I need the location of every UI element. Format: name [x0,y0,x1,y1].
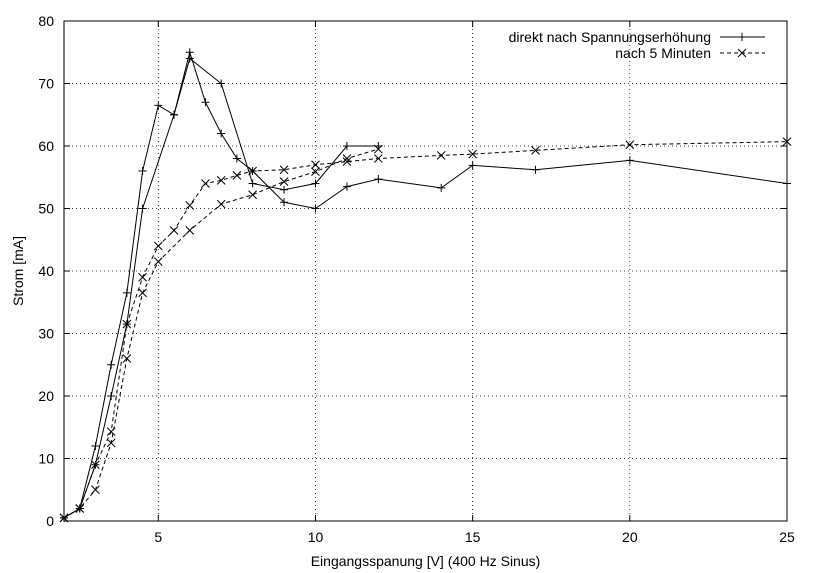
y-tick-label: 10 [38,451,54,467]
cross-marker [106,438,116,448]
cross-marker [91,460,100,470]
cross-marker [531,146,540,155]
cross-marker [279,165,289,175]
cross-marker [311,167,320,176]
grid-lines [64,21,787,521]
series-1 [60,48,791,522]
cross-marker [436,151,446,160]
cross-marker [373,144,383,154]
cross-marker [91,485,100,495]
y-tick-label: 30 [38,326,54,342]
series-line [63,57,379,519]
y-axis-label: Strom [mA] [10,236,26,306]
series-line [63,50,788,519]
y-tick-label: 0 [46,513,54,529]
x-axis-label: Eingangsspanung [V] (400 Hz Sinus) [311,553,541,569]
x-tick-label: 25 [779,529,795,545]
series-3 [59,137,792,523]
cross-marker [185,201,195,210]
y-tick-label: 60 [38,138,54,154]
cross-marker [122,354,132,363]
cross-marker [201,179,210,188]
y-tick-label: 70 [38,76,54,92]
cross-marker [106,427,116,436]
cross-marker [625,140,635,150]
cross-marker [216,199,226,209]
cross-marker [248,190,257,200]
x-tick-label: 5 [154,529,162,545]
cross-marker [311,160,320,170]
series-line [63,148,379,519]
cross-marker [75,504,85,513]
series-2 [59,144,383,523]
series-layer [59,48,792,523]
axis-ticks: 0 10 20 30 40 50 60 70 80 5 10 15 20 25 [38,13,795,545]
y-tick-label: 80 [38,13,54,29]
series-line [63,141,788,519]
cross-marker [373,154,383,163]
cross-marker [59,513,69,523]
cross-marker [468,149,478,159]
cross-marker [216,176,226,185]
cross-marker [153,257,163,266]
series-0 [60,54,383,522]
x-tick-label: 20 [622,529,638,545]
legend-label: direkt nach Spannungserhöhung [509,29,711,45]
cross-marker [342,157,352,166]
cross-marker [737,48,747,58]
cross-marker [248,166,257,176]
cross-marker [185,226,195,235]
cross-marker [138,272,147,282]
x-tick-label: 10 [308,529,324,545]
cross-marker [279,177,289,186]
cross-marker [342,154,352,163]
y-tick-label: 50 [38,201,54,217]
cross-marker [232,171,242,180]
y-tick-label: 40 [38,263,54,279]
y-tick-label: 20 [38,388,54,404]
cross-marker [153,241,163,251]
cross-marker [122,319,132,329]
legend-label: nach 5 Minuten [615,45,711,61]
x-tick-label: 15 [465,529,481,545]
cross-marker [138,288,147,298]
cross-marker [169,226,179,235]
cross-marker [782,137,792,146]
